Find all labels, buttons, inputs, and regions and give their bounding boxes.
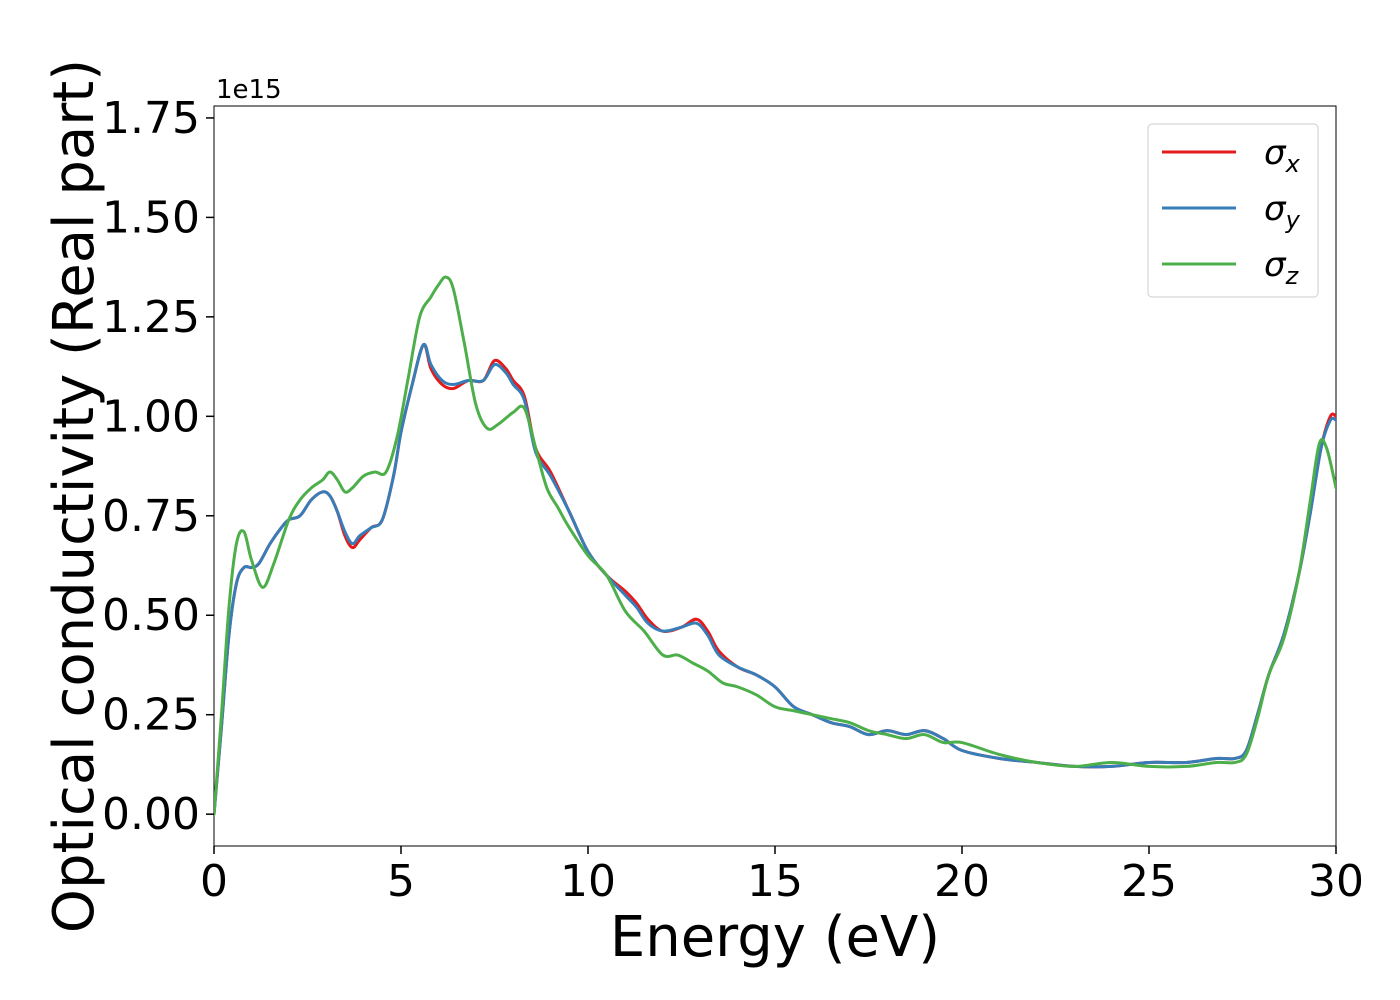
x-tick-label: 10 [560,856,616,907]
legend-subscript: x [1285,150,1301,178]
legend-box [1147,123,1319,298]
legend-symbol: σ [1264,133,1287,173]
series-line-z [214,275,1336,816]
legend-symbol: σ [1264,189,1287,229]
series-layer [214,275,1336,816]
x-tick-label: 5 [387,856,415,907]
x-axis-ticks: 0 5 10 15 20 25 30 [200,846,1364,907]
x-tick-label: 30 [1308,856,1364,907]
y-tick-label: 1.75 [102,93,200,144]
x-tick-label: 0 [200,856,228,907]
y-axis-ticks: 0.00 0.25 0.50 0.75 1.00 1.25 1.50 1.75 [102,93,214,840]
legend-label-z: σz [1264,245,1300,290]
y-tick-label: 0.75 [102,491,200,542]
legend-label-x: σx [1264,133,1301,178]
x-tick-label: 20 [934,856,990,907]
y-tick-label: 1.25 [102,292,200,343]
legend-symbol: σ [1264,245,1287,285]
x-tick-label: 15 [747,856,803,907]
legend-subscript: z [1285,262,1300,290]
x-axis-title: Energy (eV) [610,905,940,970]
y-tick-label: 1.50 [102,192,200,243]
y-tick-label: 0.50 [102,590,200,641]
y-axis-offset-label: 1e15 [216,75,282,105]
x-tick-label: 25 [1121,856,1177,907]
y-axis-title: Optical conductivity (Real part) [42,59,107,933]
legend-label-y: σy [1264,189,1301,234]
y-tick-label: 0.00 [102,789,200,840]
y-tick-label: 1.00 [102,391,200,442]
legend-subscript: y [1285,206,1301,234]
y-tick-label: 0.25 [102,690,200,741]
